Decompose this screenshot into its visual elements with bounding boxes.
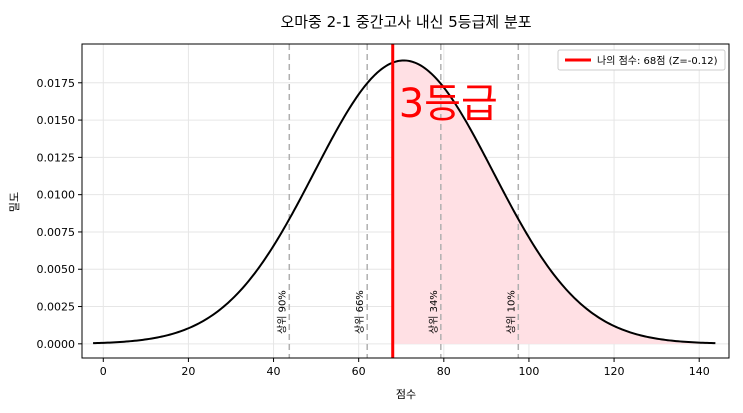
percentile-label: 상위 66% bbox=[353, 290, 366, 334]
percentile-lines: 상위 90% 상위 66% 상위 34% 상위 10% bbox=[275, 44, 520, 358]
y-tick-label: 0.0050 bbox=[37, 263, 76, 276]
chart-title: 오마중 2-1 중간고사 내신 5등급제 분포 bbox=[280, 13, 531, 31]
x-tick-label: 40 bbox=[267, 365, 281, 378]
density-curve bbox=[93, 59, 716, 345]
y-tick-label: 0.0150 bbox=[37, 114, 76, 127]
x-tick-label: 20 bbox=[181, 365, 195, 378]
x-axis-label: 점수 bbox=[396, 388, 416, 401]
y-tick-label: 0.0175 bbox=[37, 77, 76, 90]
x-axis-ticks: 0 20 40 60 80 100 120 140 bbox=[100, 358, 710, 378]
x-tick-label: 100 bbox=[518, 365, 539, 378]
y-axis-label: 밀도 bbox=[8, 192, 21, 212]
grade-label: 3등급 bbox=[399, 81, 498, 127]
y-tick-label: 0.0000 bbox=[37, 338, 76, 351]
legend-box bbox=[557, 49, 726, 71]
shaded-area bbox=[392, 60, 716, 344]
percentile-label: 상위 10% bbox=[504, 290, 517, 334]
x-tick-label: 140 bbox=[689, 365, 710, 378]
x-tick-label: 0 bbox=[100, 365, 107, 378]
legend-label: 나의 점수: 68점 (Z=-0.12) bbox=[597, 55, 718, 67]
legend: 나의 점수: 68점 (Z=-0.12) bbox=[557, 49, 726, 71]
plot-frame bbox=[81, 43, 730, 359]
x-tick-label: 120 bbox=[604, 365, 625, 378]
y-tick-label: 0.0100 bbox=[37, 189, 76, 202]
x-tick-label: 80 bbox=[437, 365, 451, 378]
y-tick-label: 0.0025 bbox=[37, 301, 76, 314]
x-tick-label: 60 bbox=[352, 365, 366, 378]
y-tick-label: 0.0075 bbox=[37, 226, 76, 239]
percentile-label: 상위 34% bbox=[427, 290, 440, 334]
percentile-label: 상위 90% bbox=[275, 290, 288, 334]
y-axis-ticks: 0.0000 0.0025 0.0050 0.0075 0.0100 0.0125 0.01… bbox=[37, 77, 82, 351]
y-tick-label: 0.0125 bbox=[37, 151, 76, 164]
